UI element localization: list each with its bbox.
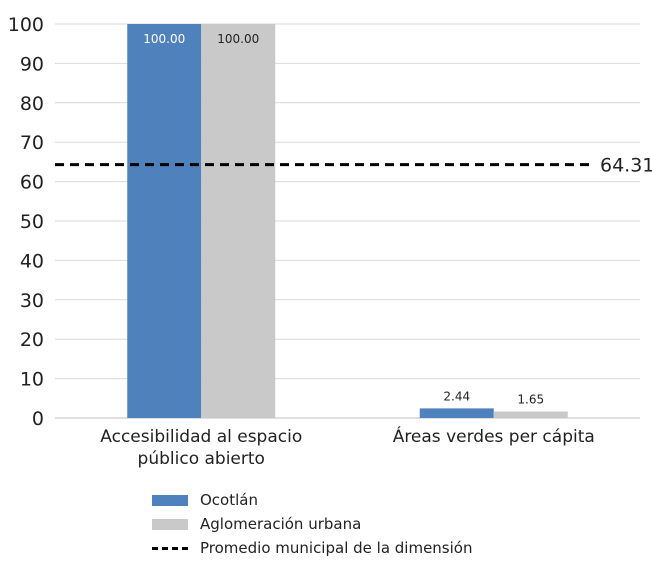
legend: Ocotlán Aglomeración urbana Promedio mun…: [152, 488, 472, 560]
category-label-1-0: Áreas verdes per cápita: [393, 425, 595, 447]
data-label-0-1: 100.00: [217, 32, 259, 46]
bars: [127, 24, 568, 418]
y-tick-label-40: 40: [20, 250, 44, 272]
bar-0-1: [201, 24, 276, 418]
reference-line-label: 64.31: [600, 155, 652, 177]
y-tick-label-20: 20: [20, 329, 44, 351]
y-tick-label-30: 30: [20, 290, 44, 312]
legend-swatch-promedio: [152, 546, 188, 550]
legend-swatch-ocotlan: [152, 494, 188, 506]
y-axis-ticks: 0 10 20 30 40 50 60 70 80 90 100: [8, 14, 44, 430]
legend-swatch-aglomeracion: [152, 518, 188, 530]
y-tick-label-0: 0: [32, 408, 44, 430]
legend-label-promedio: Promedio municipal de la dimensión: [200, 539, 473, 557]
legend-label-aglomeracion: Aglomeración urbana: [200, 515, 362, 533]
y-tick-label-90: 90: [20, 53, 44, 75]
data-label-1-0: 2.44: [443, 389, 470, 403]
y-tick-label-70: 70: [20, 132, 44, 154]
data-labels: 100.00 100.00 2.44 1.65: [143, 32, 544, 406]
y-tick-label-50: 50: [20, 211, 44, 233]
data-label-0-0: 100.00: [143, 32, 185, 46]
y-tick-label-100: 100: [8, 14, 44, 36]
bar-0-0: [127, 24, 202, 418]
legend-item-ocotlan: Ocotlán: [152, 488, 472, 512]
legend-item-aglomeracion: Aglomeración urbana: [152, 512, 472, 536]
bar-1-0: [419, 408, 494, 418]
category-label-0-0: Accesibilidad al espacio: [100, 427, 302, 447]
legend-label-ocotlan: Ocotlán: [200, 491, 258, 509]
category-label-0-1: público abierto: [138, 449, 265, 469]
bar-1-1: [493, 411, 568, 418]
reference-line: 64.31: [55, 155, 652, 177]
y-tick-label-10: 10: [20, 369, 44, 391]
legend-item-promedio: Promedio municipal de la dimensión: [152, 536, 472, 560]
y-tick-label-60: 60: [20, 172, 44, 194]
y-tick-label-80: 80: [20, 93, 44, 115]
data-label-1-1: 1.65: [517, 392, 544, 406]
